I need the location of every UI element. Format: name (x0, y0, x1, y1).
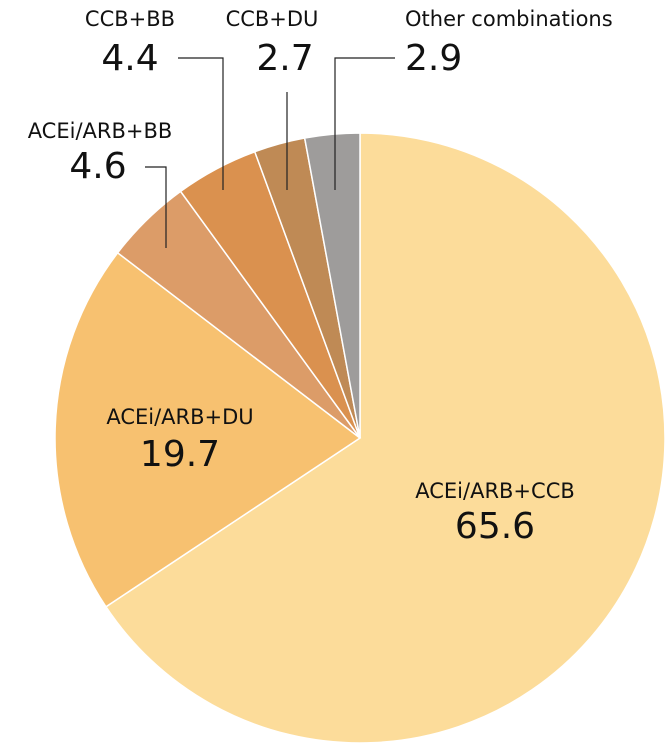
slice-name: Other combinations (405, 7, 613, 31)
slice-value: 4.6 (69, 146, 126, 187)
slice-name: ACEi/ARB+DU (106, 405, 253, 429)
leader-line (334, 57, 395, 190)
slice-value: 65.6 (455, 506, 535, 547)
slice-value: 4.4 (101, 38, 158, 79)
slice-name: CCB+DU (226, 7, 319, 31)
slice-name: ACEi/ARB+BB (28, 119, 173, 143)
slice-value: 2.7 (256, 38, 313, 79)
slice-name: ACEi/ARB+CCB (415, 479, 575, 503)
pie-slice (104, 132, 666, 744)
leader-line (145, 166, 167, 248)
pie-slice (303, 132, 361, 439)
slice-name: CCB+BB (85, 7, 175, 31)
slice-value: 19.7 (140, 434, 220, 475)
slice-value: 2.9 (405, 38, 462, 79)
pie-slice (54, 251, 362, 608)
leader-line (178, 57, 224, 190)
